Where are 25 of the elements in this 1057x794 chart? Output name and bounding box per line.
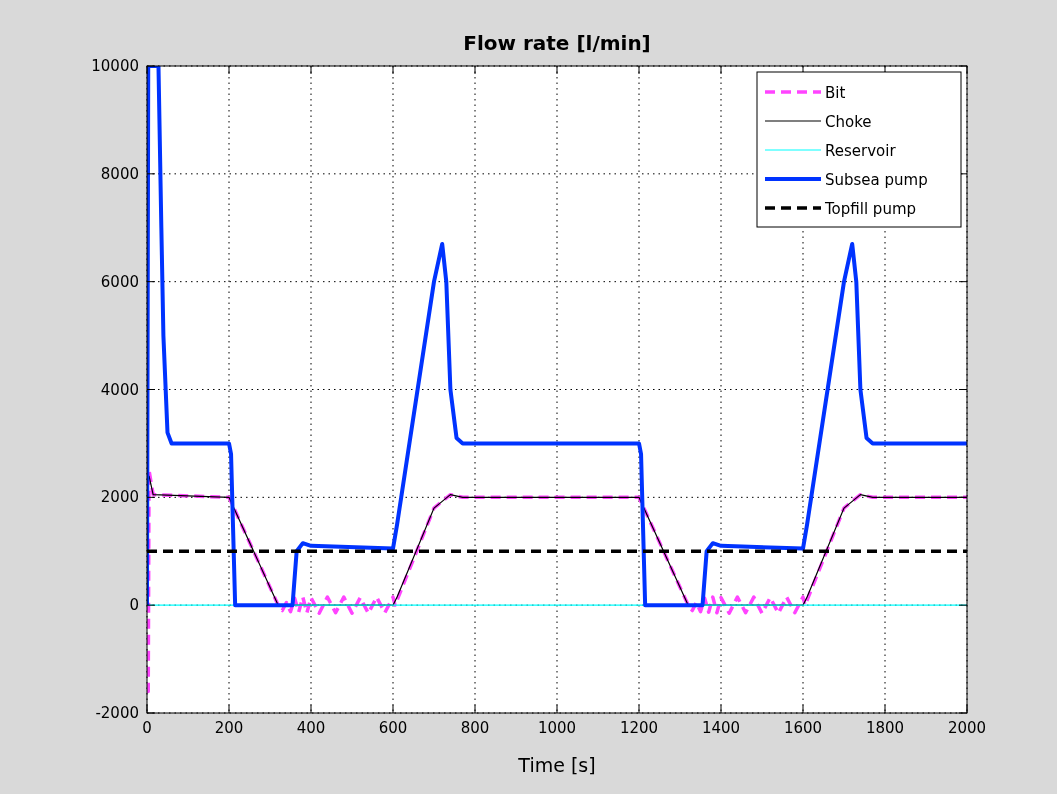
legend-label: Topfill pump: [824, 200, 917, 218]
x-tick-label: 400: [296, 719, 326, 737]
y-tick-label: 10000: [91, 57, 139, 75]
y-tick-label: 6000: [100, 272, 139, 291]
y-tick-label: 0: [129, 596, 139, 615]
x-tick-label: 1200: [619, 719, 659, 737]
x-tick-label: 600: [378, 719, 408, 737]
legend-label: Subsea pump: [825, 171, 928, 189]
x-tick-label: 800: [460, 719, 490, 737]
y-tick-label: -2000: [95, 704, 139, 722]
x-tick-label: 1000: [537, 719, 577, 737]
y-tick-label: 4000: [100, 380, 139, 399]
x-tick-label: 1600: [783, 719, 823, 737]
y-tick-label: 2000: [100, 488, 139, 507]
legend-label: Reservoir: [825, 142, 897, 160]
x-axis-title: Time [s]: [517, 754, 596, 776]
x-tick-label: 0: [142, 719, 152, 737]
x-tick-label: 1800: [865, 719, 905, 737]
chart-title: Flow rate [l/min]: [463, 31, 651, 55]
legend-label: Choke: [825, 113, 872, 131]
legend-label: Bit: [825, 84, 846, 102]
x-tick-label: 200: [214, 719, 244, 737]
x-tick-label: 1400: [701, 719, 741, 737]
y-tick-label: 8000: [100, 164, 139, 183]
x-tick-label: 2000: [947, 719, 987, 737]
